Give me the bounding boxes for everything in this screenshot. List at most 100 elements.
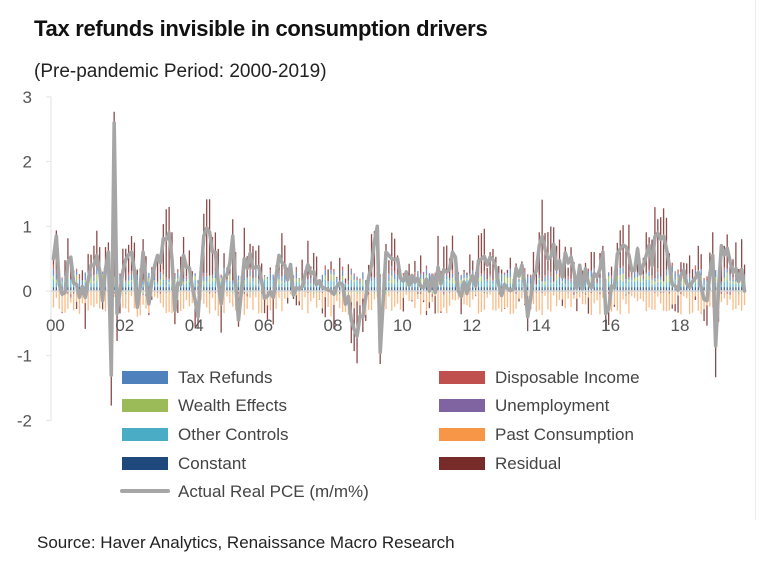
legend-item: Constant	[122, 454, 246, 473]
bar-segment-disposable-income	[367, 291, 370, 295]
bar-segment-past-consumption	[420, 294, 422, 315]
bar-segment-past-consumption	[619, 292, 621, 315]
bar-segment-wealth-effects	[388, 280, 390, 283]
bar-segment-tax-refunds	[547, 274, 549, 281]
bar-segment-past-consumption	[564, 291, 566, 309]
bar-segment-constant	[729, 287, 731, 291]
bar-segment-past-consumption	[480, 291, 483, 313]
bar-segment-past-consumption	[599, 294, 601, 315]
bar-segment-constant	[408, 287, 410, 291]
bar-segment-disposable-income	[420, 291, 422, 294]
bar-segment-constant	[480, 287, 483, 291]
legend-label: Disposable Income	[495, 368, 640, 387]
bar-segment-tax-refunds	[674, 272, 676, 280]
bar-segment-residual	[90, 254, 92, 266]
bar-segment-past-consumption	[680, 294, 682, 315]
bar-segment-tax-refunds	[460, 275, 462, 280]
bar-segment-unemployment	[660, 276, 662, 278]
legend-label: Actual Real PCE (m/m%)	[178, 482, 369, 501]
bar-segment-tax-refunds	[726, 268, 728, 273]
y-tick-label: 3	[23, 88, 32, 107]
bar-segment-constant	[281, 287, 283, 291]
bar-segment-other-controls	[472, 280, 474, 288]
bar-segment-constant	[339, 287, 341, 291]
bar-segment-constant	[350, 287, 352, 291]
bar-segment-constant	[243, 287, 245, 291]
bar-segment-past-consumption	[203, 291, 205, 304]
bar-segment-constant	[579, 287, 581, 291]
bar-segment-disposable-income	[151, 267, 153, 271]
x-tick-label: 16	[601, 316, 620, 335]
bar-segment-constant	[720, 287, 723, 291]
legend-item: Other Controls	[122, 425, 289, 444]
bar-segment-constant	[639, 287, 642, 291]
bar-segment-other-controls	[541, 283, 543, 288]
bar-segment-disposable-income	[402, 272, 404, 276]
bar-segment-unemployment	[159, 272, 162, 273]
bar-segment-residual	[567, 267, 569, 277]
bar-segment-wealth-effects	[642, 279, 644, 281]
bar-segment-constant	[73, 287, 75, 291]
bar-segment-constant	[229, 287, 231, 291]
bar-segment-residual	[284, 245, 286, 272]
bar-segment-disposable-income	[388, 273, 390, 276]
bar-segment-constant	[472, 287, 474, 291]
bar-segment-other-controls	[495, 279, 497, 288]
bar-segment-residual	[272, 298, 274, 325]
bar-segment-tax-refunds	[544, 277, 546, 282]
bar-segment-tax-refunds	[414, 276, 416, 280]
bar-segment-tax-refunds	[529, 277, 532, 285]
bar-segment-disposable-income	[642, 275, 644, 278]
bar-segment-constant	[148, 287, 150, 291]
bar-segment-constant	[122, 287, 124, 291]
bar-segment-past-consumption	[266, 293, 269, 306]
bar-segment-other-controls	[628, 282, 630, 288]
bar-segment-constant	[353, 287, 355, 291]
bar-segment-other-controls	[130, 281, 133, 288]
bar-segment-wealth-effects	[651, 279, 653, 285]
bar-segment-tax-refunds	[174, 276, 176, 280]
bar-segment-wealth-effects	[284, 282, 286, 284]
bar-segment-residual	[81, 270, 84, 281]
bar-segment-other-controls	[356, 280, 358, 288]
bar-segment-residual	[394, 238, 396, 271]
bar-segment-residual	[506, 269, 509, 274]
bar-segment-unemployment	[674, 271, 676, 272]
bar-segment-wealth-effects	[246, 291, 248, 294]
bar-segment-residual	[477, 235, 480, 275]
bar-segment-disposable-income	[573, 291, 575, 295]
bar-segment-constant	[486, 287, 488, 291]
bar-segment-residual	[593, 252, 595, 268]
bar-segment-disposable-income	[694, 266, 697, 271]
bar-segment-past-consumption	[261, 293, 263, 314]
bar-segment-other-controls	[298, 283, 300, 288]
bar-segment-constant	[541, 287, 543, 291]
bar-segment-other-controls	[313, 284, 315, 288]
bar-segment-disposable-income	[162, 269, 164, 275]
bar-segment-disposable-income	[515, 291, 517, 294]
bar-segment-other-controls	[622, 281, 624, 288]
bar-segment-past-consumption	[581, 292, 584, 305]
bar-segment-past-consumption	[726, 293, 728, 306]
bar-segment-past-consumption	[492, 291, 494, 311]
bar-segment-tax-refunds	[255, 269, 257, 278]
bar-segment-past-consumption	[414, 291, 416, 309]
bar-segment-other-controls	[625, 283, 627, 288]
bar-segment-unemployment	[339, 280, 341, 282]
bar-segment-tax-refunds	[518, 279, 520, 282]
bar-segment-disposable-income	[356, 277, 358, 280]
bar-segment-wealth-effects	[237, 280, 240, 282]
bar-segment-other-controls	[208, 283, 211, 288]
bar-segment-other-controls	[691, 285, 694, 288]
bar-segment-tax-refunds	[370, 277, 373, 282]
bar-segment-disposable-income	[350, 268, 352, 271]
bar-segment-residual	[185, 264, 188, 277]
bar-segment-constant	[697, 287, 699, 291]
bar-segment-disposable-income	[203, 273, 205, 277]
bar-segment-wealth-effects	[125, 291, 127, 294]
bar-segment-residual	[258, 245, 260, 279]
bar-segment-tax-refunds	[353, 275, 355, 280]
bar-segment-past-consumption	[52, 291, 55, 308]
bar-segment-wealth-effects	[220, 278, 222, 282]
bar-segment-other-controls	[394, 283, 396, 288]
